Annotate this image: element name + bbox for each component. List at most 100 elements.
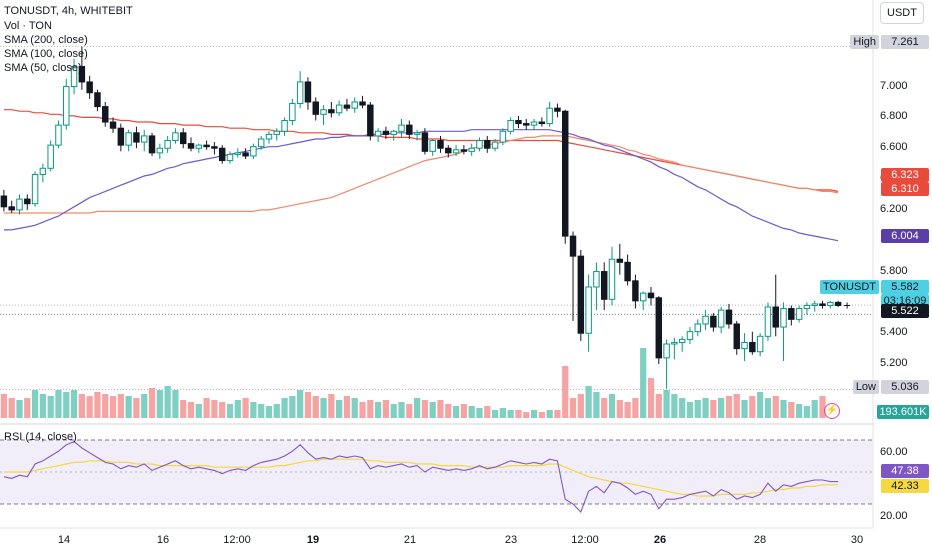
candle-body	[117, 127, 125, 146]
sma50-line	[3, 129, 839, 242]
volume-bar	[468, 406, 475, 418]
volume-bar	[562, 366, 569, 418]
volume-bar	[63, 392, 70, 418]
volume-bar	[780, 400, 787, 418]
price-tick: 7.000	[880, 79, 908, 92]
candle-body	[335, 104, 343, 114]
candle-body	[374, 130, 382, 137]
volume-bar	[78, 394, 85, 418]
candle-body	[265, 133, 273, 140]
volume-bar	[499, 408, 506, 418]
volume-bar	[187, 402, 195, 418]
volume-bar	[788, 402, 795, 418]
volume-bar	[375, 402, 382, 418]
sma100-legend: SMA (100, close)	[4, 48, 88, 60]
candle-body	[133, 132, 140, 143]
candle-body	[639, 292, 647, 302]
time-label: 28	[753, 534, 767, 546]
candle-body	[647, 292, 655, 299]
volume-bar	[16, 400, 23, 418]
candle-body	[585, 286, 592, 334]
volume-bar	[55, 390, 62, 418]
volume-bar	[297, 390, 304, 418]
candle-body	[359, 101, 366, 106]
volume-bar	[226, 404, 234, 418]
candle-body	[102, 106, 109, 123]
candle-body	[772, 306, 779, 328]
candle-body	[788, 308, 795, 320]
volume-bar	[343, 396, 351, 418]
candle-body	[452, 149, 460, 154]
time-label: 23	[504, 534, 518, 546]
candle-body	[250, 146, 257, 157]
lightning-icon[interactable]: ⚡	[824, 403, 840, 419]
candle-body	[289, 103, 296, 121]
crosshair-marker	[844, 302, 851, 309]
price-tick: 5.800	[880, 264, 908, 277]
volume-bar	[647, 378, 655, 418]
volume-bar	[593, 392, 600, 418]
candle-body	[39, 167, 47, 175]
sma50-legend: SMA (50, close)	[4, 62, 82, 74]
volume-bar	[39, 394, 46, 418]
volume-bar	[234, 400, 241, 418]
candle-body	[694, 323, 701, 333]
rsi-legend: RSI (14, close)	[4, 431, 77, 443]
candle-body	[312, 101, 319, 115]
sma100-line	[3, 135, 839, 214]
time-label: 12:00	[571, 534, 599, 546]
volume-bar	[70, 390, 78, 418]
volume-bar	[741, 400, 748, 418]
volume-bar	[328, 394, 335, 418]
last-price: 5.582	[881, 280, 929, 294]
rsi-line	[3, 440, 839, 514]
candle-body	[686, 331, 694, 340]
candle-body	[600, 271, 608, 300]
candle-body	[398, 124, 405, 132]
time-label: 30	[850, 534, 864, 546]
volume-bar	[749, 396, 756, 418]
currency-button[interactable]: USDT	[880, 2, 924, 24]
sma200-value: 6.323	[881, 168, 929, 182]
volume-bar	[195, 404, 202, 418]
volume-bar	[351, 398, 358, 418]
volume-bar	[608, 394, 616, 418]
rsi-tick-20: 20.00	[880, 510, 908, 522]
volume-bar	[250, 402, 257, 418]
candle-body	[507, 119, 514, 132]
volume-bar	[211, 400, 218, 418]
volume-bar	[803, 406, 811, 418]
time-label: 26	[653, 534, 667, 546]
volume-bar	[585, 386, 592, 418]
candle-body	[749, 341, 756, 353]
candle-body	[468, 147, 475, 152]
volume-bar	[141, 394, 148, 418]
candle-body	[756, 335, 764, 353]
volume-bar	[811, 400, 818, 418]
candle-body	[148, 135, 156, 154]
time-label: 12:00	[223, 534, 251, 546]
candle-body	[16, 198, 23, 211]
volume-bar	[507, 410, 514, 418]
volume-bar	[624, 402, 631, 418]
volume-bar	[764, 398, 772, 418]
candle-body	[367, 104, 374, 137]
candle-body	[257, 138, 265, 148]
rsi-tick-60: 60.00	[880, 446, 908, 458]
volume-bar	[523, 412, 530, 418]
sma50-value: 6.004	[881, 229, 929, 243]
volume-bar	[24, 398, 31, 418]
rsi-value: 47.38	[881, 464, 929, 478]
price-tick: 6.200	[880, 202, 908, 215]
volume-bar	[476, 408, 483, 418]
candle-body	[710, 315, 717, 328]
candle-body	[125, 132, 132, 146]
volume-bar	[538, 412, 545, 418]
volume-bar	[484, 406, 491, 418]
candle-body	[445, 147, 452, 154]
volume-bar	[367, 400, 374, 418]
low-label: Low	[852, 380, 879, 394]
volume-bar	[725, 396, 733, 418]
